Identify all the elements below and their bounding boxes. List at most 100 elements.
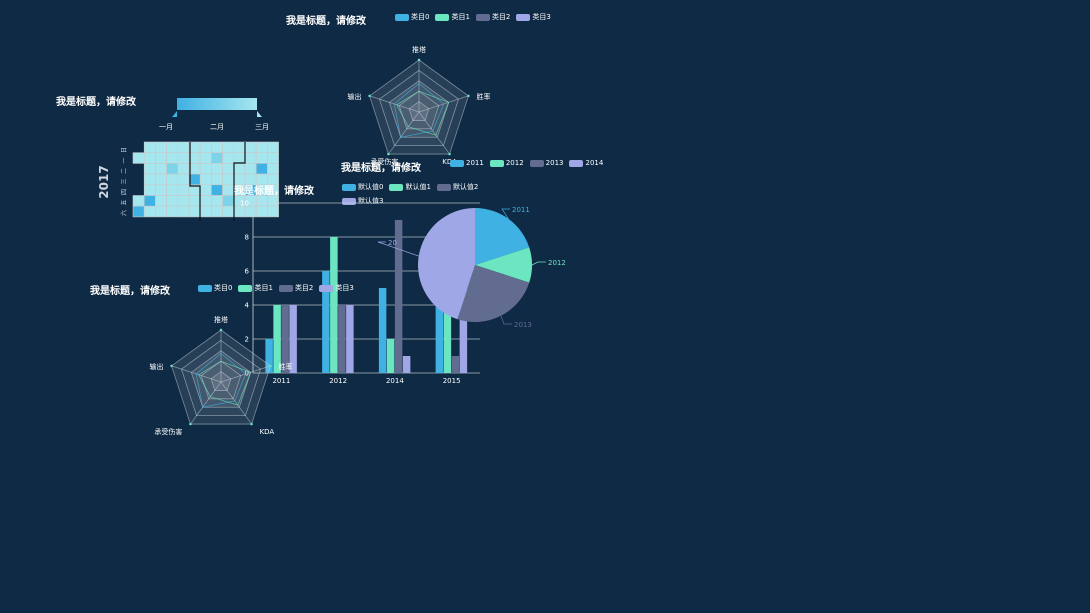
- calendar-cell: [211, 173, 223, 186]
- calendar-weekday-label: 五: [121, 199, 128, 205]
- radar-axis: [388, 111, 420, 155]
- calendar-cell: [267, 152, 279, 164]
- bar-y-tick-label: 10: [240, 200, 249, 208]
- calendar-cell: [177, 152, 190, 164]
- legend-label: 默认值1: [405, 183, 431, 191]
- calendar-cell: [199, 205, 212, 218]
- legend-label: 2014: [585, 159, 604, 167]
- bar: [281, 305, 289, 373]
- radar-top-legend: 类目0 类目1 类目2 类目3: [395, 12, 551, 22]
- legend-label: 默认值3: [358, 197, 384, 205]
- radar-axis: [418, 111, 450, 155]
- calendar-cell: [143, 141, 156, 153]
- calendar-cell: [255, 152, 268, 164]
- legend-item[interactable]: 类目2: [475, 12, 511, 22]
- bar-title: 我是标题，请修改: [234, 186, 314, 197]
- legend-item[interactable]: 类目3: [516, 12, 551, 22]
- calendar-cell: [132, 152, 145, 164]
- radar-indicator-label: 推塔: [412, 45, 426, 54]
- calendar-cell: [244, 205, 257, 218]
- calendar-cell: [255, 163, 268, 175]
- legend-item[interactable]: 默认值3: [342, 196, 383, 206]
- pie-slice-label: 20: [388, 239, 397, 247]
- calendar-cell: [233, 163, 246, 175]
- bar-x-tick-label: 2012: [329, 377, 347, 385]
- calendar-cell: [211, 163, 223, 175]
- bar-x-tick-label: 2014: [386, 377, 404, 385]
- radar-bottom-title: 我是标题，请修改: [90, 286, 170, 297]
- calendar-cell: [132, 195, 145, 207]
- calendar-weekday-label: 一: [121, 157, 128, 163]
- calendar-weekday-label: 二: [121, 168, 128, 174]
- pie-slice-label: 2011: [512, 206, 530, 214]
- legend-item[interactable]: 2013: [529, 159, 563, 167]
- legend-item[interactable]: 默认值0: [342, 182, 383, 192]
- legend-label: 类目0: [411, 13, 430, 21]
- calendar-cell: [211, 141, 223, 153]
- legend-label: 类目2: [294, 284, 314, 292]
- legend-item[interactable]: 类目3: [319, 283, 354, 293]
- calendar-cell: [255, 141, 268, 153]
- calendar-cell: [244, 152, 257, 164]
- radar-indicator-label: 推塔: [214, 315, 228, 324]
- pie-slice-label: 2013: [514, 321, 532, 329]
- calendar-cell: [222, 195, 235, 207]
- calendar-cell: [233, 141, 246, 153]
- calendar-cell: [233, 152, 246, 164]
- legend-item[interactable]: 类目0: [395, 12, 429, 22]
- radar-point: [387, 152, 390, 156]
- bar: [289, 305, 297, 373]
- bar: [322, 271, 330, 373]
- calendar-cell: [222, 184, 235, 196]
- calendar-cell: [267, 195, 279, 207]
- pie-slice: [475, 208, 530, 265]
- legend-item[interactable]: 2012: [489, 159, 524, 167]
- bar: [451, 356, 460, 373]
- calendar-cell: [177, 184, 190, 196]
- radar-axis: [190, 381, 222, 425]
- calendar-title: 我是标题，请修改: [56, 97, 136, 108]
- legend-item[interactable]: 类目1: [238, 283, 273, 293]
- calendar-weekday-label: 日: [121, 147, 128, 153]
- calendar-month-label: 二月: [210, 123, 224, 131]
- radar-point: [250, 422, 253, 426]
- legend-item[interactable]: 默认值2: [436, 182, 478, 192]
- legend-item[interactable]: 类目1: [435, 12, 470, 22]
- calendar-cell: [188, 152, 201, 164]
- calendar-cell: [222, 163, 235, 175]
- pie-slice: [475, 247, 532, 283]
- calendar-cell: [222, 141, 235, 153]
- radar-point: [448, 152, 451, 156]
- legend-label: 默认值0: [358, 183, 384, 191]
- bar: [330, 237, 338, 373]
- pie-legend: 2011 2012 2013 2014: [450, 159, 603, 167]
- calendar-cell: [177, 141, 190, 153]
- calendar-cell: [143, 173, 156, 186]
- bar-x-tick-label: 2015: [443, 377, 461, 385]
- bar: [378, 288, 387, 373]
- calendar-cell: [155, 173, 167, 186]
- legend-label: 类目1: [254, 284, 273, 292]
- pie-slice: [457, 265, 530, 323]
- radar-series-line: [195, 352, 247, 408]
- calendar-cell: [267, 141, 279, 153]
- legend-item[interactable]: 默认值1: [389, 182, 431, 192]
- legend-item[interactable]: 2011: [450, 159, 484, 167]
- bar: [338, 305, 346, 373]
- legend-item[interactable]: 类目0: [198, 283, 232, 293]
- radar-series-line: [393, 82, 445, 138]
- bar: [386, 339, 395, 373]
- calendar-cell: [177, 173, 190, 186]
- radar-indicator-label: 胜率: [476, 92, 490, 101]
- pie-slice-label: 2012: [548, 259, 566, 267]
- radar-axis: [220, 381, 252, 425]
- radar-bottom-legend: 类目0 类目1 类目2 类目3: [198, 283, 354, 293]
- radar-point: [170, 364, 173, 368]
- legend-item[interactable]: 2014: [569, 159, 603, 167]
- calendar-cell: [267, 163, 279, 175]
- legend-label: 类目2: [491, 13, 511, 21]
- radar-point: [269, 364, 272, 368]
- legend-item[interactable]: 类目2: [278, 283, 314, 293]
- radar-indicator-label: KDA: [260, 428, 275, 436]
